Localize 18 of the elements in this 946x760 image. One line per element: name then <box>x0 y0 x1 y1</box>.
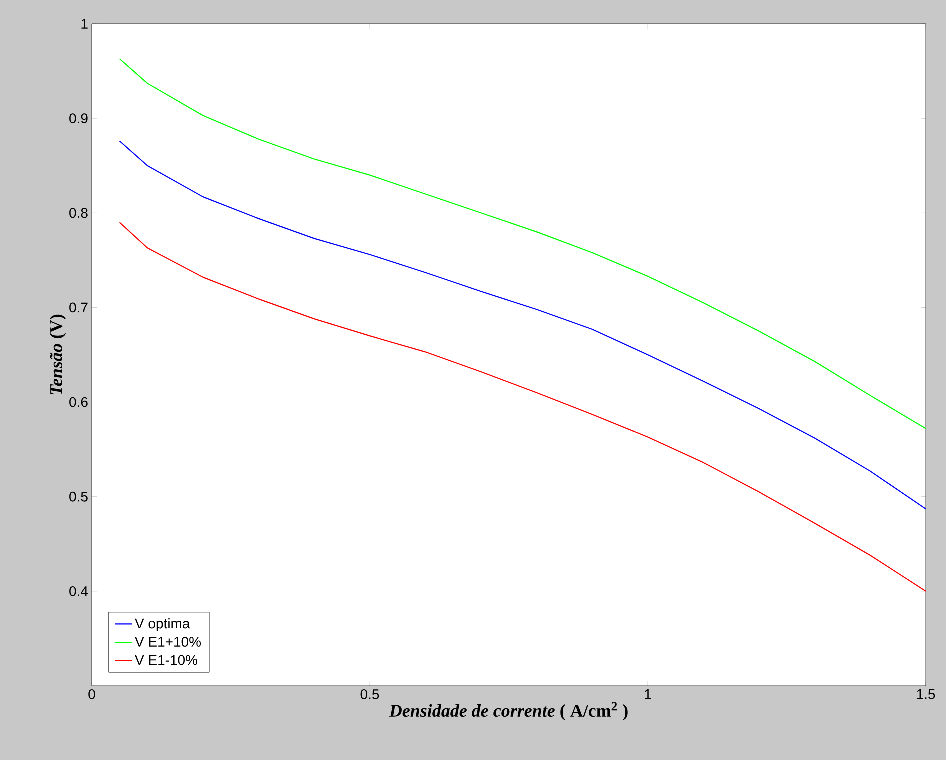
legend-label: V E1-10% <box>135 655 198 666</box>
y-tick-label: 0.9 <box>70 114 88 124</box>
y-tick-label: 0.4 <box>70 586 88 596</box>
legend-label: V optima <box>135 618 190 632</box>
y-tick-label: 0.5 <box>70 492 88 502</box>
y-tick-label: 0.7 <box>70 302 88 313</box>
x-tick-label: 1 <box>645 690 652 700</box>
y-tick-label: 1 <box>82 19 88 29</box>
y-axis-title: Tensão (V) <box>50 314 66 395</box>
y-tick-label: 0.8 <box>70 208 88 218</box>
line-series <box>119 222 926 592</box>
x-tick-label: 0 <box>88 690 96 700</box>
x-axis-title: Densidade de corrente ( A/cm$^{2}$ ) <box>389 702 628 721</box>
line-series <box>119 140 926 510</box>
legend-label: V E1+10% <box>135 637 202 647</box>
y-tick-label: 0.6 <box>70 397 88 408</box>
x-tick-label: 0.5 <box>360 690 380 700</box>
x-tick-label: 1.5 <box>917 690 936 700</box>
